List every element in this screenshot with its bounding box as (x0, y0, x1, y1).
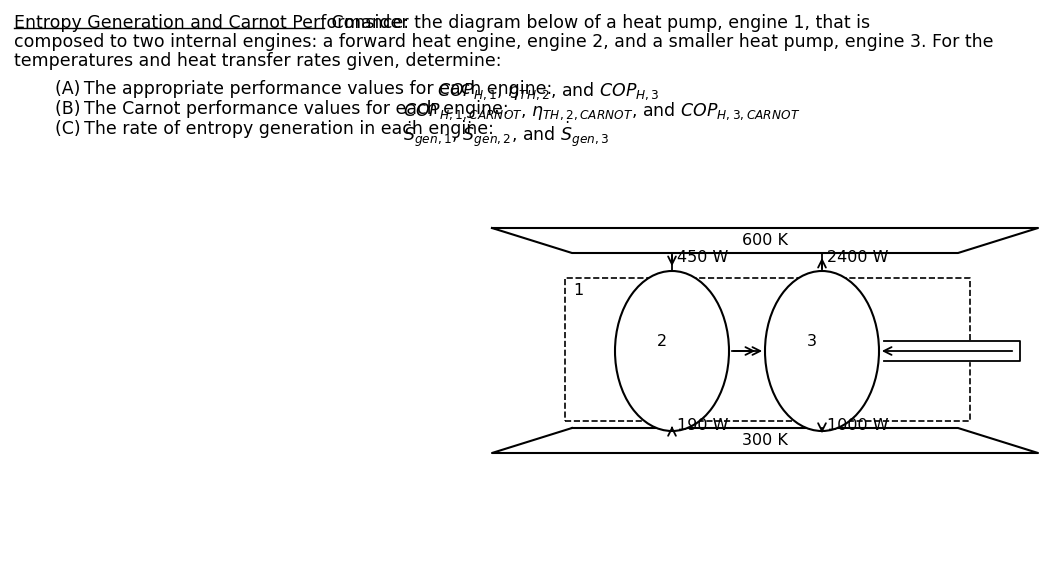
Polygon shape (492, 228, 1038, 253)
Polygon shape (884, 341, 1020, 361)
Text: temperatures and heat transfer rates given, determine:: temperatures and heat transfer rates giv… (14, 52, 502, 70)
Text: Entropy Generation and Carnot Performance:: Entropy Generation and Carnot Performanc… (14, 14, 409, 32)
Text: (A) The appropriate performance values for each engine:: (A) The appropriate performance values f… (55, 80, 558, 98)
Text: $\mathit{COP}_{H,1}$, $\mathit{\eta}_{TH,2}$, and $\mathit{COP}_{H,3}$: $\mathit{COP}_{H,1}$, $\mathit{\eta}_{TH… (437, 80, 660, 101)
Text: composed to two internal engines: a forward heat engine, engine 2, and a smaller: composed to two internal engines: a forw… (14, 33, 994, 51)
Text: 450 W: 450 W (677, 251, 729, 265)
Text: 2400 W: 2400 W (827, 251, 889, 265)
Text: 1: 1 (573, 283, 583, 298)
Text: 190 W: 190 W (677, 418, 729, 433)
Ellipse shape (615, 271, 729, 431)
Text: 3: 3 (807, 333, 817, 349)
Text: Consider the diagram below of a heat pump, engine 1, that is: Consider the diagram below of a heat pum… (326, 14, 870, 32)
Text: $\mathit{COP}_{H,1,CARNOT}$, $\mathit{\eta}_{TH,2,CARNOT}$, and $\mathit{COP}_{H: $\mathit{COP}_{H,1,CARNOT}$, $\mathit{\e… (403, 100, 800, 122)
Text: 1000 W: 1000 W (827, 418, 889, 433)
Text: $\dot{S}_{gen,1}$, $\dot{S}_{gen,2}$, and $\dot{S}_{gen,3}$: $\dot{S}_{gen,1}$, $\dot{S}_{gen,2}$, an… (403, 120, 609, 149)
Ellipse shape (765, 271, 879, 431)
Text: 600 K: 600 K (742, 233, 788, 248)
Text: (C) The rate of entropy generation in each engine:: (C) The rate of entropy generation in ea… (55, 120, 499, 138)
Polygon shape (492, 428, 1038, 453)
Text: (B) The Carnot performance values for each engine:: (B) The Carnot performance values for ea… (55, 100, 514, 118)
Text: 2: 2 (656, 333, 667, 349)
Text: 300 K: 300 K (742, 433, 788, 448)
